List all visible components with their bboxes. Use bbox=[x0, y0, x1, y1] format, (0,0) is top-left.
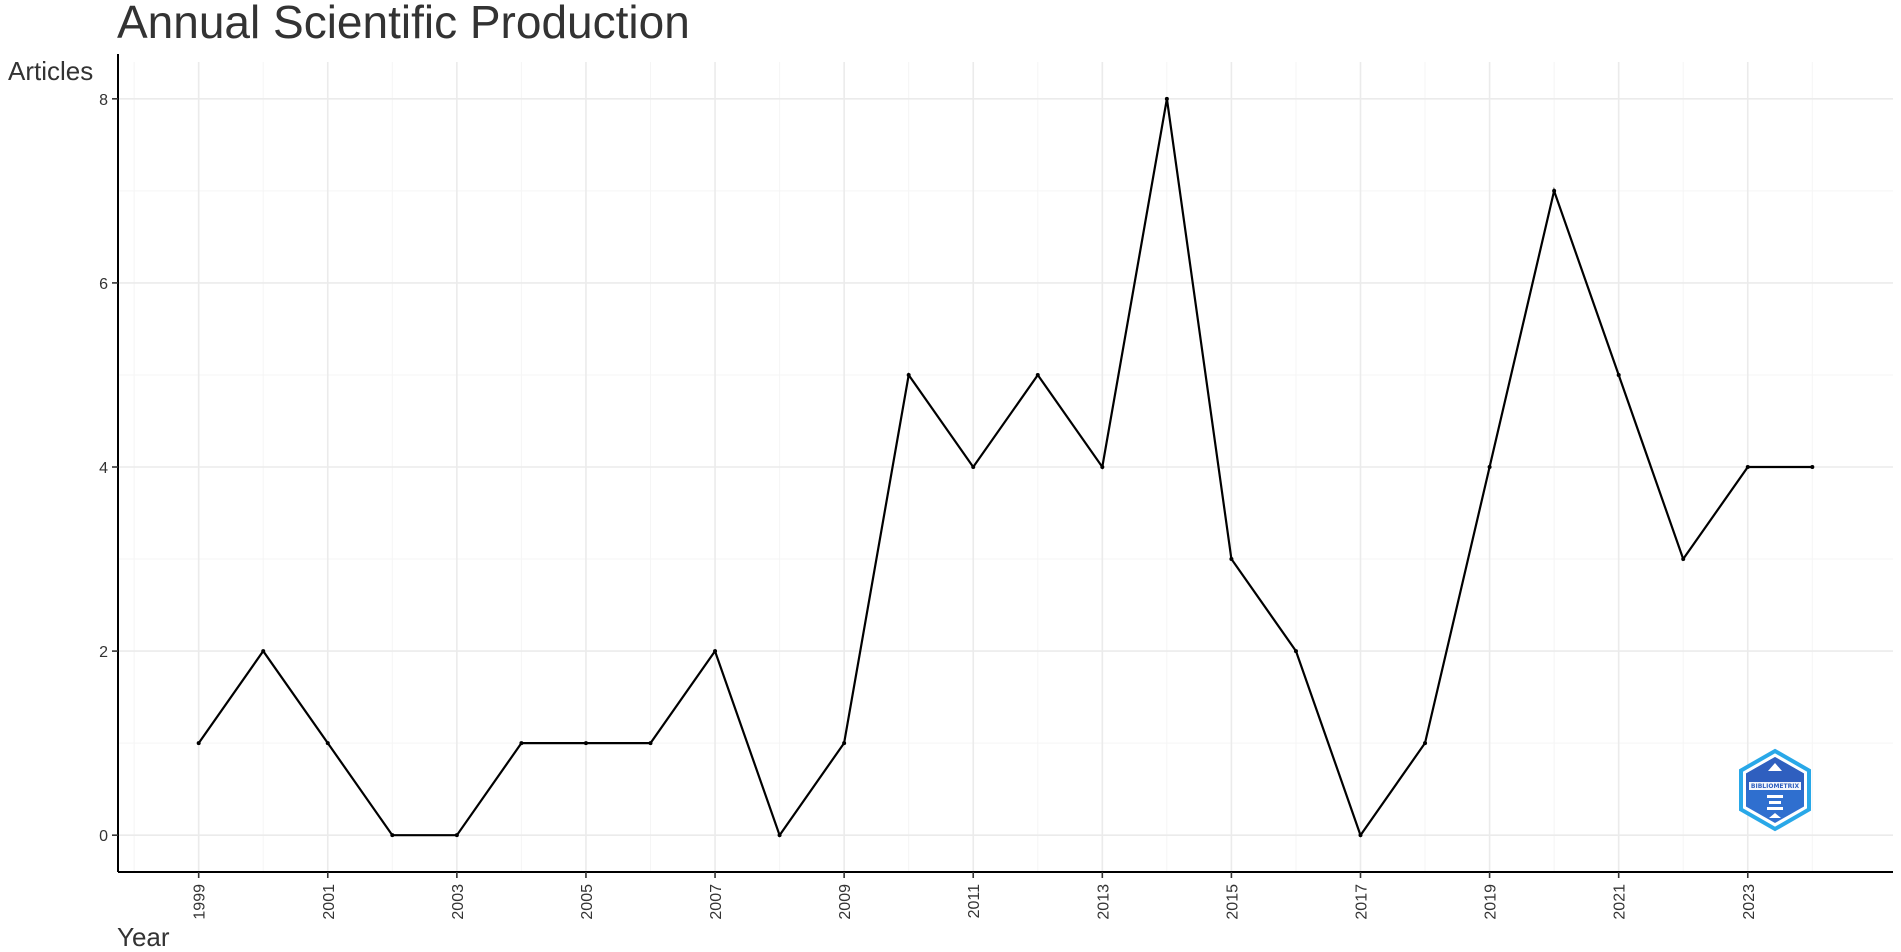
x-tick-label: 2005 bbox=[579, 884, 596, 920]
data-point bbox=[713, 649, 718, 654]
data-point bbox=[325, 741, 330, 746]
y-tick-label: 0 bbox=[99, 828, 108, 845]
axes bbox=[112, 54, 1893, 878]
data-point bbox=[906, 372, 911, 377]
data-point bbox=[1810, 465, 1815, 469]
x-tick-label: 2015 bbox=[1224, 884, 1241, 920]
x-tick-label: 2001 bbox=[321, 884, 338, 920]
tick-labels: 0 2 4 6 8 1999 2001 2003 2005 2007 2009 2011 2013 201… bbox=[99, 92, 1758, 920]
data-point bbox=[261, 649, 266, 654]
data-point bbox=[971, 465, 976, 469]
data-point bbox=[583, 741, 588, 746]
x-tick-label: 2021 bbox=[1612, 884, 1629, 920]
data-point bbox=[454, 833, 459, 838]
data-point bbox=[777, 833, 782, 838]
data-point bbox=[1229, 557, 1234, 562]
data-point bbox=[390, 833, 395, 838]
data-point bbox=[648, 741, 653, 746]
data-point bbox=[1164, 96, 1169, 101]
grid bbox=[118, 62, 1893, 872]
data-point bbox=[1745, 465, 1750, 469]
data-point bbox=[1100, 465, 1105, 469]
x-tick-label: 2013 bbox=[1095, 884, 1112, 920]
x-tick-label: 2003 bbox=[450, 884, 467, 920]
y-tick-label: 2 bbox=[99, 644, 108, 661]
y-tick-label: 8 bbox=[99, 92, 108, 109]
x-tick-label: 2017 bbox=[1354, 884, 1371, 920]
x-tick-label: 2009 bbox=[837, 884, 854, 920]
x-tick-label: 2011 bbox=[966, 884, 983, 919]
data-point bbox=[842, 741, 847, 746]
x-tick-label: 2007 bbox=[708, 884, 725, 920]
y-tick-label: 6 bbox=[99, 276, 108, 293]
x-tick-label: 2019 bbox=[1483, 884, 1500, 920]
data-point bbox=[1487, 465, 1492, 469]
data-point bbox=[1035, 372, 1040, 377]
y-tick-label: 4 bbox=[99, 460, 108, 477]
data-point bbox=[1358, 833, 1363, 838]
series bbox=[196, 96, 1815, 838]
watermark-text: BIBLIOMETRIX bbox=[1751, 783, 1800, 790]
data-point bbox=[1552, 188, 1557, 193]
bibliometrix-logo-icon: BIBLIOMETRIX bbox=[1739, 748, 1811, 832]
x-axis-title: Year bbox=[117, 922, 170, 952]
data-point bbox=[519, 741, 524, 746]
x-tick-label: 1999 bbox=[192, 884, 209, 920]
chart-title: Annual Scientific Production bbox=[117, 0, 690, 48]
articles-series-line bbox=[197, 98, 1813, 838]
data-point bbox=[196, 741, 201, 746]
data-point bbox=[1616, 372, 1621, 377]
data-point bbox=[1423, 741, 1428, 746]
data-point bbox=[1681, 557, 1686, 562]
x-tick-label: 2023 bbox=[1741, 884, 1758, 920]
y-axis-title: Articles bbox=[8, 56, 93, 86]
data-point bbox=[1293, 649, 1298, 654]
